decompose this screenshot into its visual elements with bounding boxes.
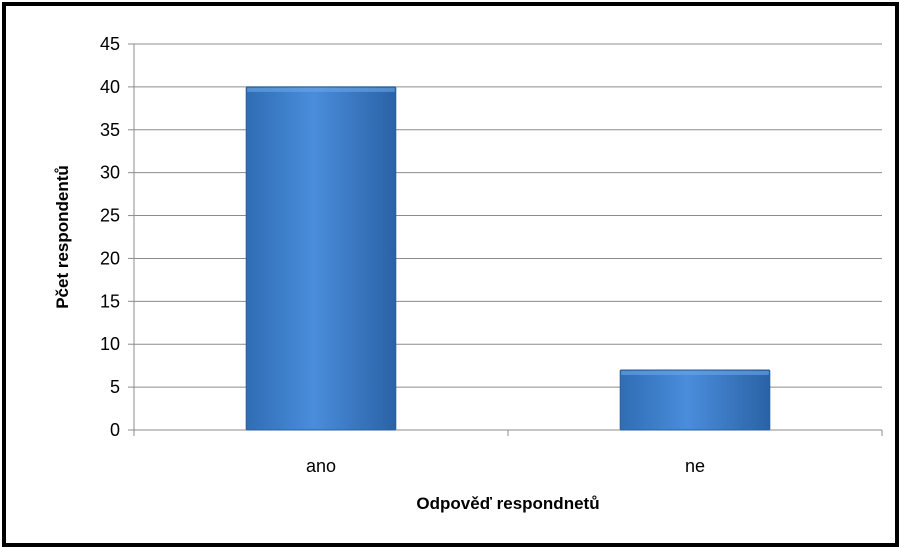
y-tick-label: 25 (100, 206, 120, 226)
x-tick-label: ano (306, 456, 336, 476)
bar-ne (619, 369, 771, 431)
y-tick-label: 0 (110, 420, 120, 440)
x-tick-label: ne (685, 456, 705, 476)
y-tick-label: 20 (100, 248, 120, 268)
y-tick-label: 45 (100, 34, 120, 54)
bar-highlight (247, 87, 395, 92)
x-axis-title: Odpověď respondnetů (416, 494, 599, 513)
y-axis-title: Pčet respondentů (53, 165, 72, 309)
bar-ano (245, 86, 397, 431)
y-tick-label: 30 (100, 163, 120, 183)
y-tick-label: 10 (100, 334, 120, 354)
tick-labels: 0 5 10 15 20 25 30 35 40 45 ano ne (100, 34, 705, 476)
y-tick-label: 40 (100, 77, 120, 97)
bars (245, 86, 771, 431)
y-tick-label: 15 (100, 291, 120, 311)
y-tick-label: 35 (100, 120, 120, 140)
y-tick-label: 5 (110, 377, 120, 397)
bar-highlight (621, 370, 769, 375)
